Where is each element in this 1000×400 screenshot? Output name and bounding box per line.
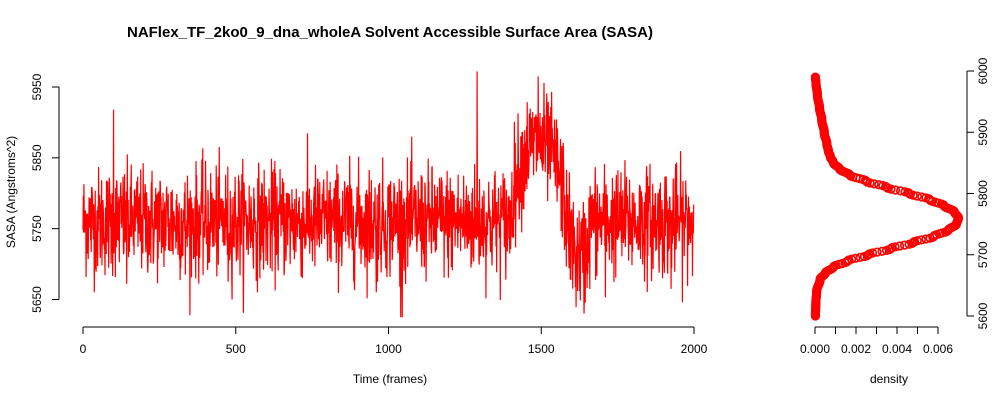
- x-axis-label: Time (frames): [353, 372, 427, 386]
- density-points-group: [810, 72, 964, 321]
- density-point: [895, 241, 905, 251]
- density-point: [878, 181, 888, 191]
- y-axis: 5650 5750 5850 5950: [30, 73, 60, 313]
- x-tick-label: 2000: [681, 342, 708, 356]
- density-point: [917, 192, 927, 202]
- density-y-tick-label: 5600: [976, 302, 990, 329]
- density-x-axis: 0.000 0.002 0.004 0.006: [800, 326, 953, 356]
- x-tick-label: 1000: [375, 342, 402, 356]
- x-tick-label: 1500: [528, 342, 555, 356]
- density-point: [847, 254, 857, 264]
- density-panel: 0.000 0.002 0.004 0.006 5600 5700 5800 5900 600…: [800, 57, 990, 386]
- sasa-series-line-group: [82, 71, 695, 318]
- sasa-timeseries-panel: 0 500 1000 1500 2000 5650 5750 5850 5950 Time (…: [4, 71, 708, 386]
- density-point: [851, 253, 861, 263]
- x-axis: 0 500 1000 1500 2000: [80, 326, 708, 356]
- y-tick-label: 5950: [30, 73, 44, 100]
- density-y-tick-label: 5700: [976, 241, 990, 268]
- density-y-axis: 5600 5700 5800 5900 6000: [966, 57, 990, 329]
- density-y-tick-label: 5800: [976, 180, 990, 207]
- y-tick-label: 5650: [30, 286, 44, 313]
- y-tick-label: 5750: [30, 215, 44, 242]
- density-point: [867, 248, 878, 258]
- density-y-tick-label: 5900: [976, 119, 990, 146]
- density-point: [895, 186, 906, 196]
- density-point: [921, 193, 931, 203]
- y-tick-label: 5850: [30, 144, 44, 171]
- density-point: [872, 247, 882, 257]
- x-tick-label: 500: [226, 342, 246, 356]
- density-point: [810, 72, 821, 82]
- density-point: [890, 242, 900, 252]
- density-y-tick-label: 6000: [976, 57, 990, 84]
- density-x-axis-label: density: [870, 372, 908, 386]
- density-x-tick-label: 0.000: [800, 342, 830, 356]
- density-x-tick-label: 0.002: [841, 342, 871, 356]
- density-point: [916, 235, 926, 245]
- y-axis-label: SASA (Angstroms^2): [4, 136, 18, 248]
- chart-title: NAFlex_TF_2ko0_9_dna_wholeA Solvent Acce…: [127, 24, 653, 41]
- sasa-series-line: [82, 71, 695, 318]
- density-x-tick-label: 0.006: [923, 342, 953, 356]
- density-point: [900, 187, 910, 197]
- density-point: [912, 236, 922, 246]
- x-tick-label: 0: [80, 342, 87, 356]
- density-x-tick-label: 0.004: [882, 342, 912, 356]
- density-point: [874, 180, 884, 190]
